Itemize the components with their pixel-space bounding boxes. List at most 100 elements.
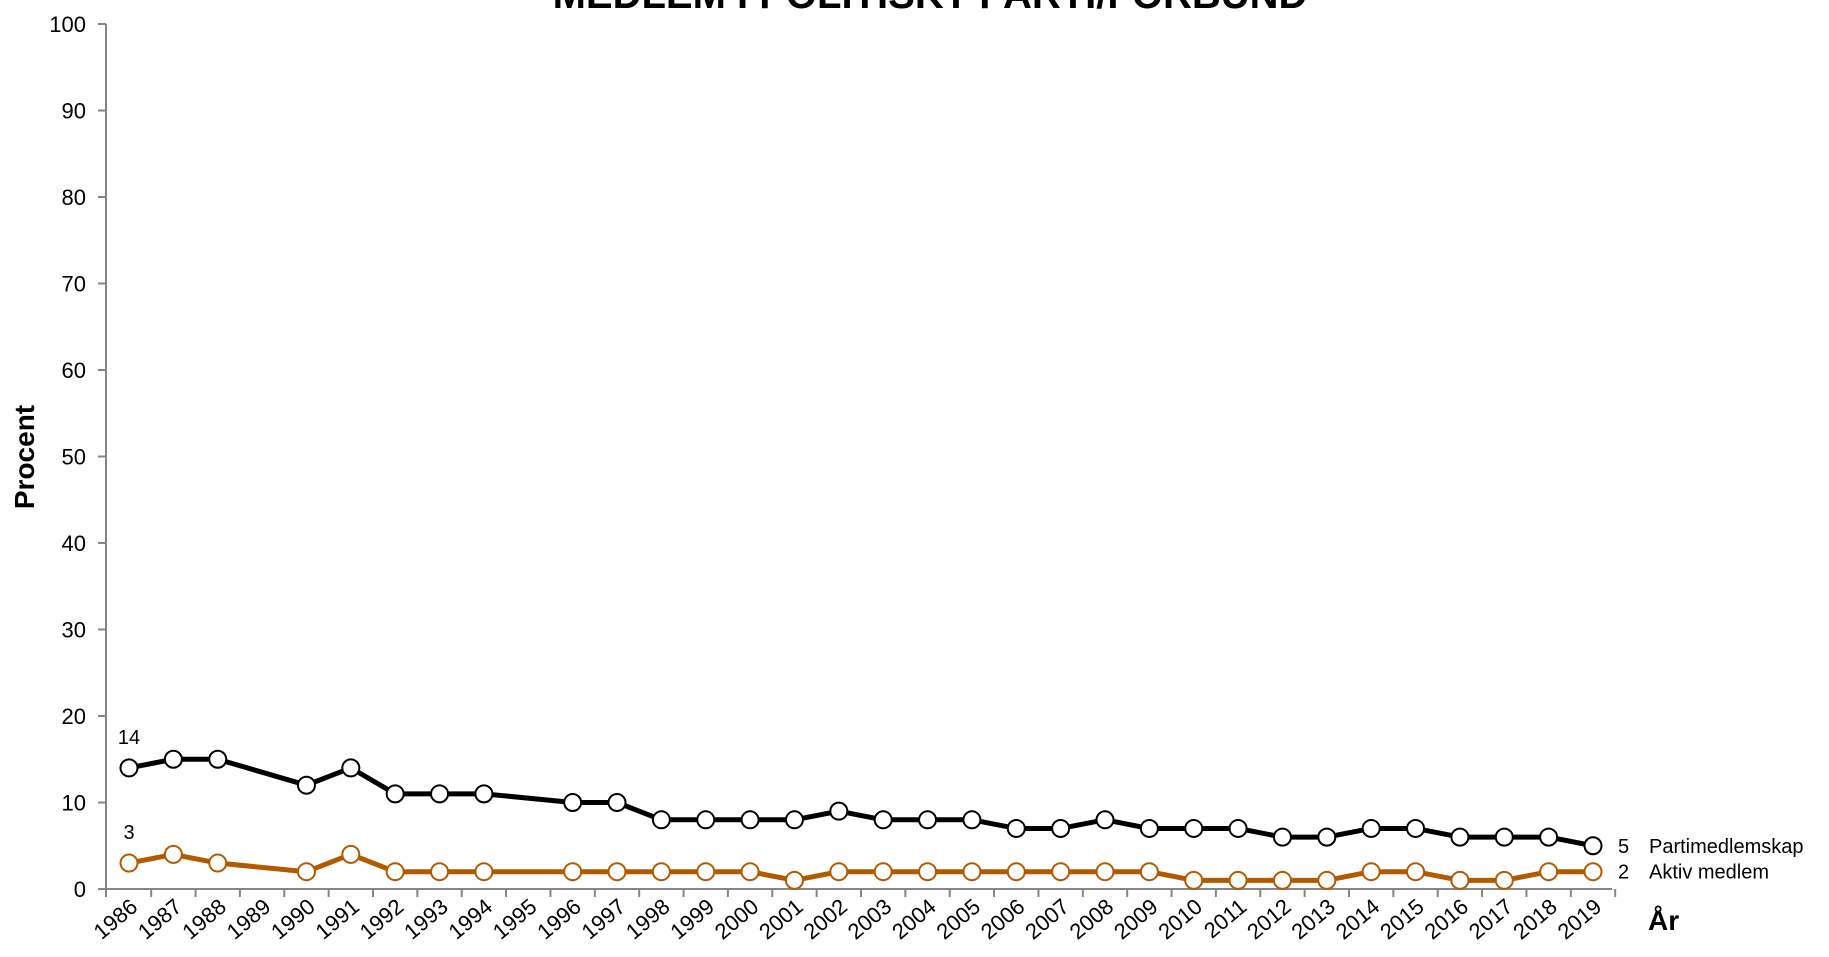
data-point [209,751,226,768]
data-point [1141,863,1158,880]
y-tick-label: 90 [62,99,86,124]
data-point [1052,820,1069,837]
x-tick-label: 2008 [1065,894,1119,945]
data-point [1540,863,1557,880]
y-tick-label: 60 [62,358,86,383]
series-aktiv-medlem: 3 2 Aktiv medlem [121,822,1770,889]
x-tick-label: 1999 [665,894,719,945]
series-name-label: Partimedlemskap [1649,836,1804,858]
data-point [1451,872,1468,889]
data-point [1052,863,1069,880]
y-tick-label: 50 [62,445,86,470]
x-tick-label: 2002 [798,894,852,945]
data-point [653,863,670,880]
x-tick-label: 2017 [1464,894,1518,945]
data-point [298,777,315,794]
data-point [1496,872,1513,889]
x-tick-label: 2019 [1553,894,1607,945]
x-tick-label: 2003 [843,894,897,945]
data-point [963,863,980,880]
data-point [121,855,138,872]
y-tick-label: 80 [62,185,86,210]
data-point [121,759,138,776]
x-tick-label: 1986 [89,894,143,945]
data-point [1185,872,1202,889]
data-point [1585,863,1602,880]
data-point [1407,863,1424,880]
data-point [431,785,448,802]
y-axis: 0 10 20 30 40 50 60 70 80 90 100 [49,12,106,902]
data-point [342,759,359,776]
x-tick-label: 2010 [1153,894,1207,945]
first-value-label: 3 [123,822,134,844]
data-point [1185,820,1202,837]
data-point [564,794,581,811]
x-tick-label: 1994 [444,894,498,945]
data-point [786,872,803,889]
x-tick-label: 2006 [976,894,1030,945]
data-point [387,785,404,802]
data-point [475,785,492,802]
x-tick-label: 2012 [1242,894,1296,945]
data-point [1097,811,1114,828]
data-point [209,855,226,872]
data-point [165,751,182,768]
data-point [919,863,936,880]
x-tick-label: 2011 [1199,894,1251,944]
data-point [830,863,847,880]
data-point [1363,820,1380,837]
y-tick-label: 20 [62,704,86,729]
x-tick-label: 2013 [1286,894,1340,945]
x-tick-label: 2005 [932,894,986,945]
data-point [963,811,980,828]
x-tick-label: 1990 [266,894,320,945]
series-name-label: Aktiv medlem [1649,862,1769,884]
x-tick-label: 1992 [355,894,409,945]
x-tick-label: 1993 [399,894,453,945]
data-point [786,811,803,828]
x-tick-label: 1998 [621,894,675,945]
data-point [564,863,581,880]
x-tick-label: 2018 [1508,894,1562,945]
data-point [165,846,182,863]
y-tick-label: 40 [62,531,86,556]
x-tick-label: 1988 [177,894,231,945]
x-tick-label: 2004 [887,894,941,945]
data-point [475,863,492,880]
x-tick-label: 2000 [710,894,764,945]
data-point [1451,829,1468,846]
data-point [387,863,404,880]
data-point [1008,863,1025,880]
x-tick-label: 1996 [532,894,586,945]
data-point [697,811,714,828]
data-point [342,846,359,863]
data-point [609,794,626,811]
data-point [1230,820,1247,837]
data-point [1407,820,1424,837]
x-tick-label: 1987 [133,894,187,945]
data-point [609,863,626,880]
data-point [431,863,448,880]
data-point [1540,829,1557,846]
data-point [875,863,892,880]
x-tick-label: 2001 [754,894,808,945]
data-point [1274,872,1291,889]
data-point [1230,872,1247,889]
data-point [1274,829,1291,846]
data-point [1318,872,1335,889]
x-tick-label: 1991 [310,894,364,945]
x-axis: 1986198719881989199019911992199319941995… [89,889,1616,944]
last-value-label: 5 [1618,836,1629,858]
data-point [1008,820,1025,837]
data-point [1585,837,1602,854]
chart-title: MEDLEM I POLITISKT PARTI/FÖRBUND [553,0,1308,17]
x-axis-title: År [1648,905,1679,936]
y-tick-label: 70 [62,272,86,297]
y-tick-label: 10 [62,791,86,816]
y-axis-title: Procent [9,405,40,509]
data-point [1496,829,1513,846]
data-point [875,811,892,828]
x-tick-label: 2015 [1375,894,1429,945]
series-partimedlemskap: 14 5 Partimedlemskap [118,727,1804,858]
